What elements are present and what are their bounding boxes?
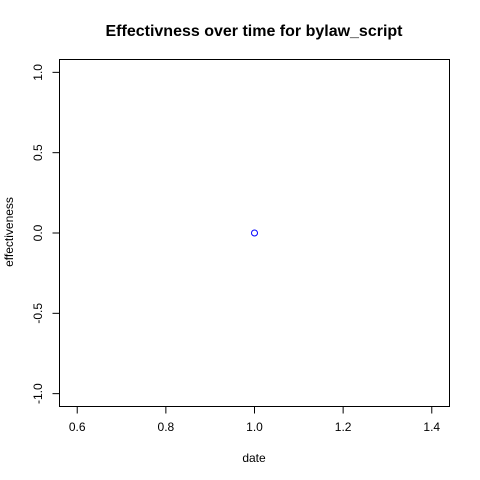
x-tick-label: 0.6 (69, 420, 86, 434)
y-tick-label: 0.5 (31, 144, 45, 161)
y-tick-label: 1.0 (31, 64, 45, 81)
x-tick-label: 1.0 (246, 420, 263, 434)
data-point (251, 229, 258, 237)
x-tick-label: 1.2 (335, 420, 352, 434)
y-tick-label: -0.5 (31, 303, 45, 324)
x-tick-label: 1.4 (423, 420, 440, 434)
x-tick-label: 0.8 (158, 420, 175, 434)
y-tick-label: 0.0 (31, 224, 45, 241)
y-tick-label: -1.0 (31, 383, 45, 404)
y-axis: -1.0 -0.5 0.0 0.5 1.0 (31, 64, 60, 404)
x-axis-label: date (242, 451, 266, 465)
chart-title: Effectivness over time for bylaw_script (106, 23, 404, 40)
y-axis-label: effectiveness (2, 197, 16, 267)
x-axis: 0.6 0.8 1.0 1.2 1.4 (69, 406, 440, 434)
data-points (251, 229, 258, 237)
